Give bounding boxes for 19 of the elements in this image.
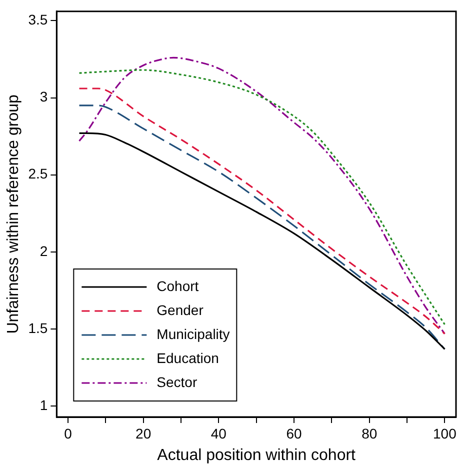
y-tick-label: 1	[40, 397, 48, 414]
y-tick-label: 3	[40, 88, 48, 105]
legend-label: Cohort	[156, 278, 199, 294]
y-tick-label: 2.5	[28, 166, 48, 182]
y-tick-label: 3.5	[28, 12, 48, 28]
legend-label: Education	[156, 350, 219, 366]
x-axis-title: Actual position within cohort	[157, 446, 356, 464]
legend-label: Gender	[156, 302, 204, 318]
legend-label: Municipality	[156, 326, 230, 342]
y-tick-label: 2	[40, 242, 48, 259]
x-tick-label: 20	[136, 425, 152, 442]
legend-label: Sector	[156, 374, 198, 390]
y-tick-label: 1.5	[28, 320, 48, 336]
x-tick-label: 0	[64, 425, 72, 442]
x-tick-label: 60	[286, 425, 302, 442]
x-tick-label: 100	[433, 425, 457, 442]
y-axis-title: Unfairness within reference group	[5, 94, 22, 334]
x-tick-label: 40	[210, 425, 227, 442]
x-tick-label: 80	[362, 425, 378, 442]
